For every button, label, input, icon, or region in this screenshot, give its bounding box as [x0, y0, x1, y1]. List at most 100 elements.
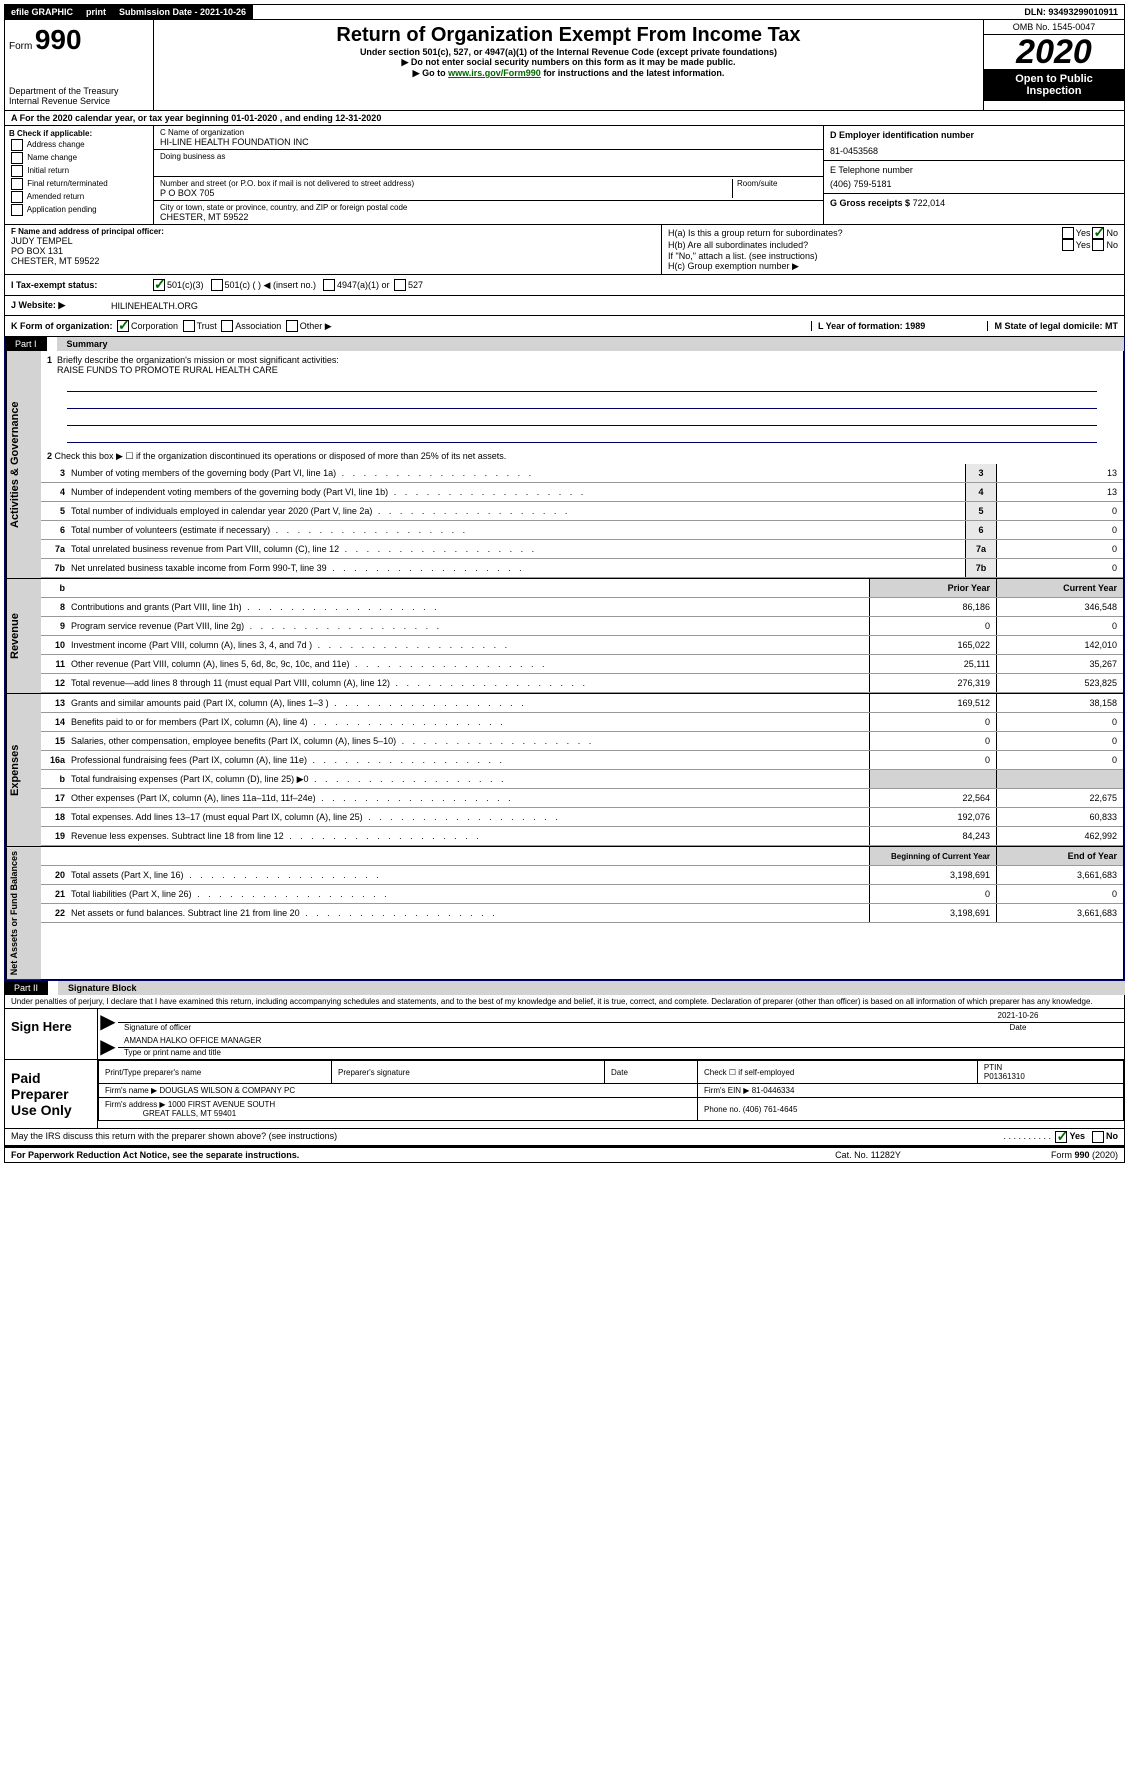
form-title: Return of Organization Exempt From Incom…	[158, 24, 979, 47]
pra-notice: For Paperwork Reduction Act Notice, see …	[11, 1150, 768, 1160]
col-begin-header: Beginning of Current Year	[869, 847, 996, 865]
527-checkbox[interactable]	[394, 279, 406, 291]
room-suite-label: Room/suite	[732, 179, 817, 198]
j-label: J Website: ▶	[11, 300, 111, 311]
firm-addr-label: Firm's address ▶	[105, 1100, 166, 1109]
goto-prefix: ▶ Go to	[413, 68, 448, 78]
part2-tab: Part II	[4, 981, 48, 995]
4947-checkbox[interactable]	[323, 279, 335, 291]
hb-note: If "No," attach a list. (see instruction…	[668, 251, 1118, 261]
form990-link[interactable]: www.irs.gov/Form990	[448, 68, 541, 78]
sign-here-block: Sign Here ▶ 2021-10-26 Signature of offi…	[4, 1009, 1125, 1060]
side-netassets: Net Assets or Fund Balances	[6, 847, 41, 979]
summary-line: 7bNet unrelated business taxable income …	[41, 559, 1123, 578]
form-number: 990	[35, 24, 82, 55]
check-b-option[interactable]: Application pending	[9, 204, 149, 216]
501c-checkbox[interactable]	[211, 279, 223, 291]
addr-label: Number and street (or P.O. box if mail i…	[160, 179, 732, 188]
form-header: Form 990 Department of the Treasury Inte…	[4, 20, 1125, 111]
prep-name-header: Print/Type preparer's name	[99, 1061, 332, 1084]
print-button[interactable]: print	[80, 5, 113, 19]
check-b-option[interactable]: Name change	[9, 152, 149, 164]
l-year-formation: L Year of formation: 1989	[818, 321, 987, 331]
discuss-no-checkbox[interactable]	[1092, 1131, 1104, 1143]
assoc-label: Association	[235, 321, 281, 331]
firm-addr2-value: GREAT FALLS, MT 59401	[143, 1109, 236, 1118]
officer-name: JUDY TEMPEL	[11, 236, 655, 246]
check-b-option[interactable]: Final return/terminated	[9, 178, 149, 190]
firm-ein-label: Firm's EIN ▶	[704, 1086, 749, 1095]
check-b-option[interactable]: Address change	[9, 139, 149, 151]
check-b-option[interactable]: Amended return	[9, 191, 149, 203]
f-officer-label: F Name and address of principal officer:	[11, 227, 655, 236]
discuss-label: May the IRS discuss this return with the…	[11, 1131, 1003, 1143]
perjury-statement: Under penalties of perjury, I declare th…	[4, 995, 1125, 1009]
other-checkbox[interactable]	[286, 320, 298, 332]
part1-tab: Part I	[5, 337, 47, 351]
efile-graphic-label: efile GRAPHIC	[5, 5, 80, 19]
financial-line: 10Investment income (Part VIII, column (…	[41, 636, 1123, 655]
irs-label: Internal Revenue Service	[9, 96, 149, 106]
financial-line: 18Total expenses. Add lines 13–17 (must …	[41, 808, 1123, 827]
prep-phone-label: Phone no.	[704, 1105, 740, 1114]
prep-phone-value: (406) 761-4645	[743, 1105, 798, 1114]
no-label: No	[1106, 1131, 1118, 1143]
financial-line: 19Revenue less expenses. Subtract line 1…	[41, 827, 1123, 846]
row-b-marker: b	[41, 583, 71, 593]
ptin-value: P01361310	[984, 1072, 1025, 1081]
prep-sig-header: Preparer's signature	[332, 1061, 605, 1084]
officer-addr2: CHESTER, MT 59522	[11, 256, 655, 266]
dln-label: DLN: 93493299010911	[1018, 5, 1124, 19]
submission-date-label: Submission Date - 2021-10-26	[113, 5, 253, 19]
trust-checkbox[interactable]	[183, 320, 195, 332]
self-employed-label: Check ☐ if self-employed	[698, 1061, 978, 1084]
check-b-option[interactable]: Initial return	[9, 165, 149, 177]
financial-line: 11Other revenue (Part VIII, column (A), …	[41, 655, 1123, 674]
firm-name-label: Firm's name ▶	[105, 1086, 157, 1095]
assoc-checkbox[interactable]	[221, 320, 233, 332]
summary-line: 7aTotal unrelated business revenue from …	[41, 540, 1123, 559]
hb-no-checkbox[interactable]	[1092, 239, 1104, 251]
financial-line: 12Total revenue—add lines 8 through 11 (…	[41, 674, 1123, 693]
dept-label: Department of the Treasury	[9, 86, 149, 96]
ptin-label: PTIN	[984, 1063, 1002, 1072]
k-label: K Form of organization:	[11, 321, 113, 331]
yes-label: Yes	[1069, 1131, 1085, 1143]
org-city: CHESTER, MT 59522	[160, 212, 817, 222]
k-org-row: K Form of organization: Corporation Trus…	[4, 316, 1125, 337]
discuss-yes-checkbox[interactable]	[1055, 1131, 1067, 1143]
ha-yes-checkbox[interactable]	[1062, 227, 1074, 239]
hb-yes-checkbox[interactable]	[1062, 239, 1074, 251]
officer-h-block: F Name and address of principal officer:…	[4, 225, 1125, 275]
open-public-badge: Open to Public Inspection	[984, 69, 1124, 101]
mission-text: RAISE FUNDS TO PROMOTE RURAL HEALTH CARE	[57, 365, 278, 375]
e-phone-label: E Telephone number	[830, 165, 1118, 175]
4947-label: 4947(a)(1) or	[337, 280, 390, 290]
corp-checkbox[interactable]	[117, 320, 129, 332]
q2-label: Check this box ▶ ☐ if the organization d…	[55, 451, 507, 461]
goto-suffix: for instructions and the latest informat…	[543, 68, 724, 78]
501c-label: 501(c) ( ) ◀ (insert no.)	[225, 280, 316, 291]
ha-no-checkbox[interactable]	[1092, 227, 1104, 239]
paid-preparer-block: Paid Preparer Use Only Print/Type prepar…	[4, 1060, 1125, 1129]
prep-date-header: Date	[605, 1061, 698, 1084]
part1-title: Summary	[57, 337, 1124, 351]
501c3-checkbox[interactable]	[153, 279, 165, 291]
financial-line: 8Contributions and grants (Part VIII, li…	[41, 598, 1123, 617]
cat-number: Cat. No. 11282Y	[768, 1150, 968, 1160]
other-label: Other ▶	[300, 321, 332, 332]
summary-line: 4Number of independent voting members of…	[41, 483, 1123, 502]
officer-print-name: AMANDA HALKO OFFICE MANAGER	[118, 1034, 1124, 1048]
org-address: P O BOX 705	[160, 188, 732, 198]
form-subtitle-1: Under section 501(c), 527, or 4947(a)(1)…	[158, 47, 979, 57]
col-current-header: Current Year	[996, 579, 1123, 597]
top-toolbar: efile GRAPHIC print Submission Date - 20…	[4, 4, 1125, 20]
d-ein-label: D Employer identification number	[830, 130, 1118, 140]
tax-year: 2020	[984, 35, 1124, 69]
city-label: City or town, state or province, country…	[160, 203, 817, 212]
i-label: I Tax-exempt status:	[11, 280, 151, 290]
summary-line: 5Total number of individuals employed in…	[41, 502, 1123, 521]
financial-line: 16aProfessional fundraising fees (Part I…	[41, 751, 1123, 770]
ha-label: H(a) Is this a group return for subordin…	[668, 228, 1060, 238]
section-a-period: A For the 2020 calendar year, or tax yea…	[4, 111, 1125, 126]
